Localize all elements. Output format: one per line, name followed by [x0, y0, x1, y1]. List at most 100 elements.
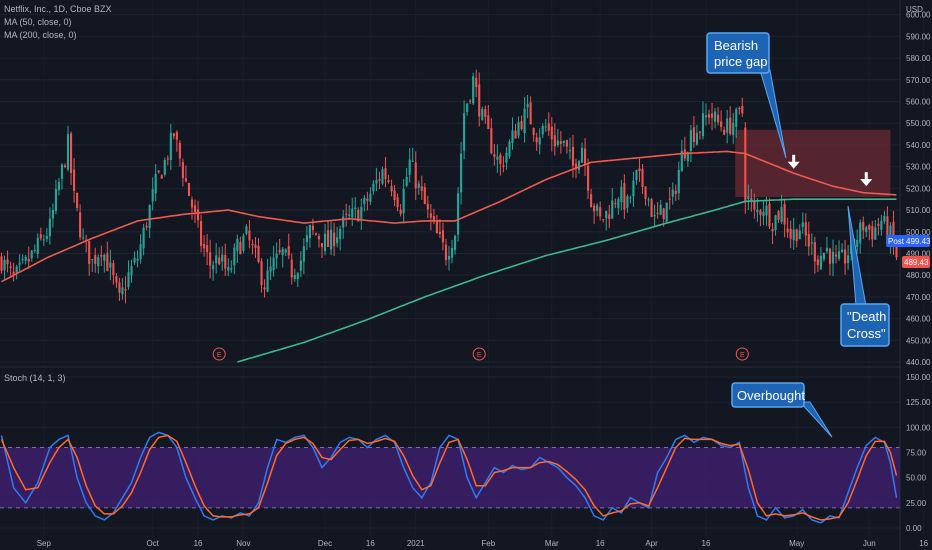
- candle[interactable]: [726, 109, 729, 144]
- candle[interactable]: [544, 118, 547, 132]
- candle[interactable]: [538, 128, 541, 155]
- candle[interactable]: [553, 123, 556, 156]
- candle[interactable]: [880, 214, 883, 236]
- candle[interactable]: [804, 213, 807, 247]
- candle[interactable]: [813, 236, 816, 274]
- candle[interactable]: [665, 202, 668, 223]
- candle[interactable]: [293, 268, 296, 282]
- candle[interactable]: [759, 208, 762, 227]
- candle[interactable]: [556, 128, 559, 148]
- candle[interactable]: [834, 244, 838, 264]
- candle[interactable]: [245, 224, 248, 236]
- candle[interactable]: [460, 141, 463, 205]
- candle[interactable]: [73, 158, 76, 203]
- candle[interactable]: [801, 212, 804, 234]
- candle[interactable]: [218, 247, 221, 266]
- candle[interactable]: [287, 233, 290, 260]
- candle[interactable]: [390, 179, 393, 197]
- candle[interactable]: [532, 127, 535, 142]
- candle[interactable]: [707, 109, 711, 125]
- candle[interactable]: [484, 105, 487, 124]
- candle[interactable]: [121, 277, 124, 300]
- candle[interactable]: [172, 132, 175, 140]
- candle[interactable]: [66, 125, 70, 172]
- ma200-legend[interactable]: MA (200, close, 0): [4, 30, 77, 40]
- candle[interactable]: [453, 234, 457, 255]
- candle[interactable]: [611, 188, 614, 220]
- candle[interactable]: [623, 174, 626, 219]
- candle[interactable]: [463, 100, 466, 160]
- candle[interactable]: [411, 147, 414, 162]
- candle[interactable]: [847, 245, 850, 270]
- candle[interactable]: [502, 156, 505, 173]
- candle[interactable]: [372, 180, 375, 195]
- candle[interactable]: [369, 187, 372, 205]
- candle[interactable]: [299, 251, 302, 278]
- candle[interactable]: [438, 219, 441, 239]
- candle[interactable]: [242, 233, 245, 254]
- candle[interactable]: [284, 248, 287, 256]
- candle[interactable]: [215, 243, 218, 274]
- candle[interactable]: [94, 247, 97, 273]
- candle[interactable]: [450, 239, 454, 264]
- candle[interactable]: [314, 232, 318, 236]
- candle[interactable]: [30, 249, 33, 262]
- candle[interactable]: [323, 223, 327, 256]
- candle[interactable]: [559, 131, 562, 154]
- currency-label[interactable]: USD: [906, 5, 923, 14]
- candle[interactable]: [478, 72, 481, 127]
- ma200-line[interactable]: [237, 198, 897, 363]
- candle[interactable]: [635, 169, 638, 185]
- candle[interactable]: [342, 209, 345, 239]
- candle[interactable]: [254, 237, 257, 259]
- candle[interactable]: [877, 217, 880, 236]
- candle[interactable]: [63, 163, 67, 169]
- candle[interactable]: [405, 168, 408, 188]
- candle[interactable]: [60, 163, 64, 190]
- candle[interactable]: [224, 243, 227, 276]
- candle[interactable]: [511, 117, 514, 150]
- candle[interactable]: [617, 197, 620, 215]
- candle[interactable]: [266, 258, 269, 293]
- candle[interactable]: [656, 202, 659, 219]
- candle[interactable]: [181, 158, 184, 187]
- candle[interactable]: [308, 224, 311, 248]
- candle[interactable]: [720, 110, 723, 132]
- candles-layer[interactable]: [0, 69, 898, 304]
- candle[interactable]: [184, 165, 188, 183]
- candle[interactable]: [9, 261, 12, 277]
- candle[interactable]: [351, 197, 354, 227]
- candle[interactable]: [481, 106, 484, 121]
- candle[interactable]: [154, 164, 157, 202]
- candle[interactable]: [447, 245, 451, 271]
- candle[interactable]: [339, 225, 342, 251]
- candle[interactable]: [816, 255, 819, 273]
- candle[interactable]: [200, 214, 203, 253]
- stoch-d-line[interactable]: [0, 434, 898, 521]
- candle[interactable]: [12, 262, 15, 282]
- candle[interactable]: [819, 247, 822, 271]
- candle[interactable]: [36, 233, 39, 259]
- candle[interactable]: [326, 219, 330, 248]
- candle[interactable]: [547, 112, 550, 137]
- candle[interactable]: [57, 177, 61, 196]
- candle[interactable]: [620, 180, 623, 211]
- candle[interactable]: [562, 140, 565, 147]
- candle[interactable]: [175, 130, 178, 152]
- candle[interactable]: [69, 131, 73, 185]
- earnings-marker[interactable]: E: [472, 347, 486, 361]
- candle[interactable]: [441, 222, 445, 251]
- candle[interactable]: [795, 228, 798, 248]
- candle[interactable]: [571, 135, 575, 178]
- candle[interactable]: [508, 139, 511, 159]
- candle[interactable]: [789, 220, 792, 249]
- candle[interactable]: [145, 222, 148, 231]
- candle[interactable]: [499, 152, 502, 176]
- candle[interactable]: [221, 246, 224, 271]
- candle[interactable]: [862, 216, 865, 240]
- candle[interactable]: [260, 258, 263, 293]
- candle[interactable]: [375, 167, 378, 191]
- candle[interactable]: [735, 107, 738, 139]
- candle[interactable]: [187, 182, 191, 197]
- candle[interactable]: [426, 195, 429, 219]
